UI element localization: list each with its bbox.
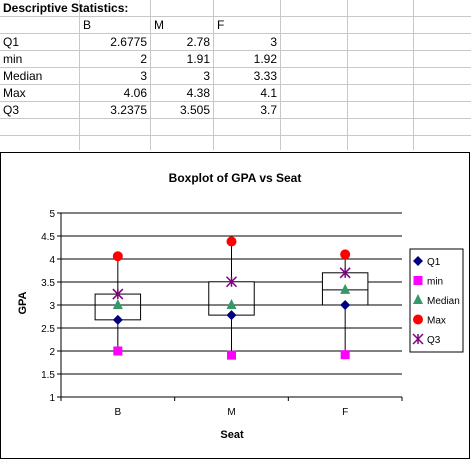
legend-marker-max [413,314,423,325]
point-q1 [226,310,237,321]
row-label[interactable]: Q1 [3,35,20,49]
legend-label: Median [427,296,460,307]
value-cell[interactable]: 1.91 [186,52,210,66]
column-divider [213,0,214,150]
column-divider [280,0,281,150]
row-divider [0,16,471,17]
x-tick-label: M [227,407,235,418]
column-divider [79,0,80,150]
row-label[interactable]: Max [3,86,26,100]
column-divider [413,0,414,150]
value-cell[interactable]: 3.505 [179,103,210,117]
value-cell[interactable]: 3 [140,69,147,83]
row-divider [0,50,471,51]
point-q1 [340,300,351,310]
row-divider [0,33,471,34]
row-divider [0,135,471,136]
point-max [340,249,351,260]
point-min [113,346,123,356]
y-tick-label: 4 [49,255,55,266]
header-cell[interactable]: B [83,18,92,32]
point-min [340,350,350,360]
point-median [226,299,237,309]
y-tick-label: 3 [49,301,55,312]
row-divider [0,84,471,85]
row-divider [0,118,471,119]
y-tick-label: 4.5 [41,232,55,243]
row-label[interactable]: min [3,52,23,66]
value-cell[interactable]: 3.2375 [110,103,147,117]
row-divider [0,67,471,68]
legend-label: min [427,277,443,288]
value-cell[interactable]: 1.92 [253,52,277,66]
value-cell[interactable]: 2.6775 [110,35,147,49]
point-median [112,299,123,309]
legend-marker-q3 [412,333,424,345]
row-label[interactable]: Q3 [3,103,20,117]
value-cell[interactable]: 3 [203,69,210,83]
chart-title: Boxplot of GPA vs Seat [169,171,302,185]
y-axis-label: GPA [17,291,29,314]
point-q3 [112,288,124,300]
value-cell[interactable]: 4.06 [123,86,147,100]
spreadsheet: Descriptive Statistics: B M F Q1 2.6775 … [0,0,471,150]
y-tick-label: 2 [49,347,55,358]
y-tick-label: 2.5 [41,324,55,335]
point-min [227,350,236,360]
header-cell[interactable]: M [154,18,164,32]
chart-object[interactable]: Boxplot of GPA vs Seat 1 1.5 2 2.5 3 3.5 4 4.5 5… [0,152,470,459]
value-cell[interactable]: 3.33 [253,69,277,83]
boxplot-chart: Boxplot of GPA vs Seat 1 1.5 2 2.5 3 3.5 4 4.5 5… [17,171,464,441]
value-cell[interactable]: 2 [140,52,147,66]
legend-marker-q1 [413,256,423,266]
value-cell[interactable]: 2.78 [186,35,210,49]
row-divider [0,101,471,102]
header-cell[interactable]: F [217,18,225,32]
point-q1 [112,314,123,325]
value-cell[interactable]: 4.1 [260,86,277,100]
x-tick-label: B [114,407,121,418]
point-q3 [225,276,238,288]
x-axis-label: Seat [220,429,244,441]
point-q3 [339,267,351,279]
legend-marker-min [413,276,423,285]
y-tick-label: 3.5 [41,278,55,289]
legend-label: Q1 [427,257,441,268]
x-tick-label: F [342,407,348,418]
point-max [112,251,123,262]
legend-marker-median [413,294,423,304]
point-max [226,236,237,247]
legend-label: Q3 [427,335,441,346]
header-cell[interactable] [0,17,80,34]
column-divider [150,0,151,150]
value-cell[interactable]: 4.38 [186,86,210,100]
box [208,281,255,316]
legend-label: Max [427,316,446,327]
value-cell[interactable]: 3 [270,35,277,49]
y-tick-label: 1.5 [41,370,55,381]
row-label[interactable]: Median [3,69,43,83]
value-cell[interactable]: 3.7 [260,103,277,117]
point-median [340,283,351,294]
column-divider [347,0,348,150]
sheet-title[interactable]: Descriptive Statistics: [3,1,129,15]
y-tick-label: 1 [49,393,55,404]
y-tick-label: 5 [49,209,55,220]
